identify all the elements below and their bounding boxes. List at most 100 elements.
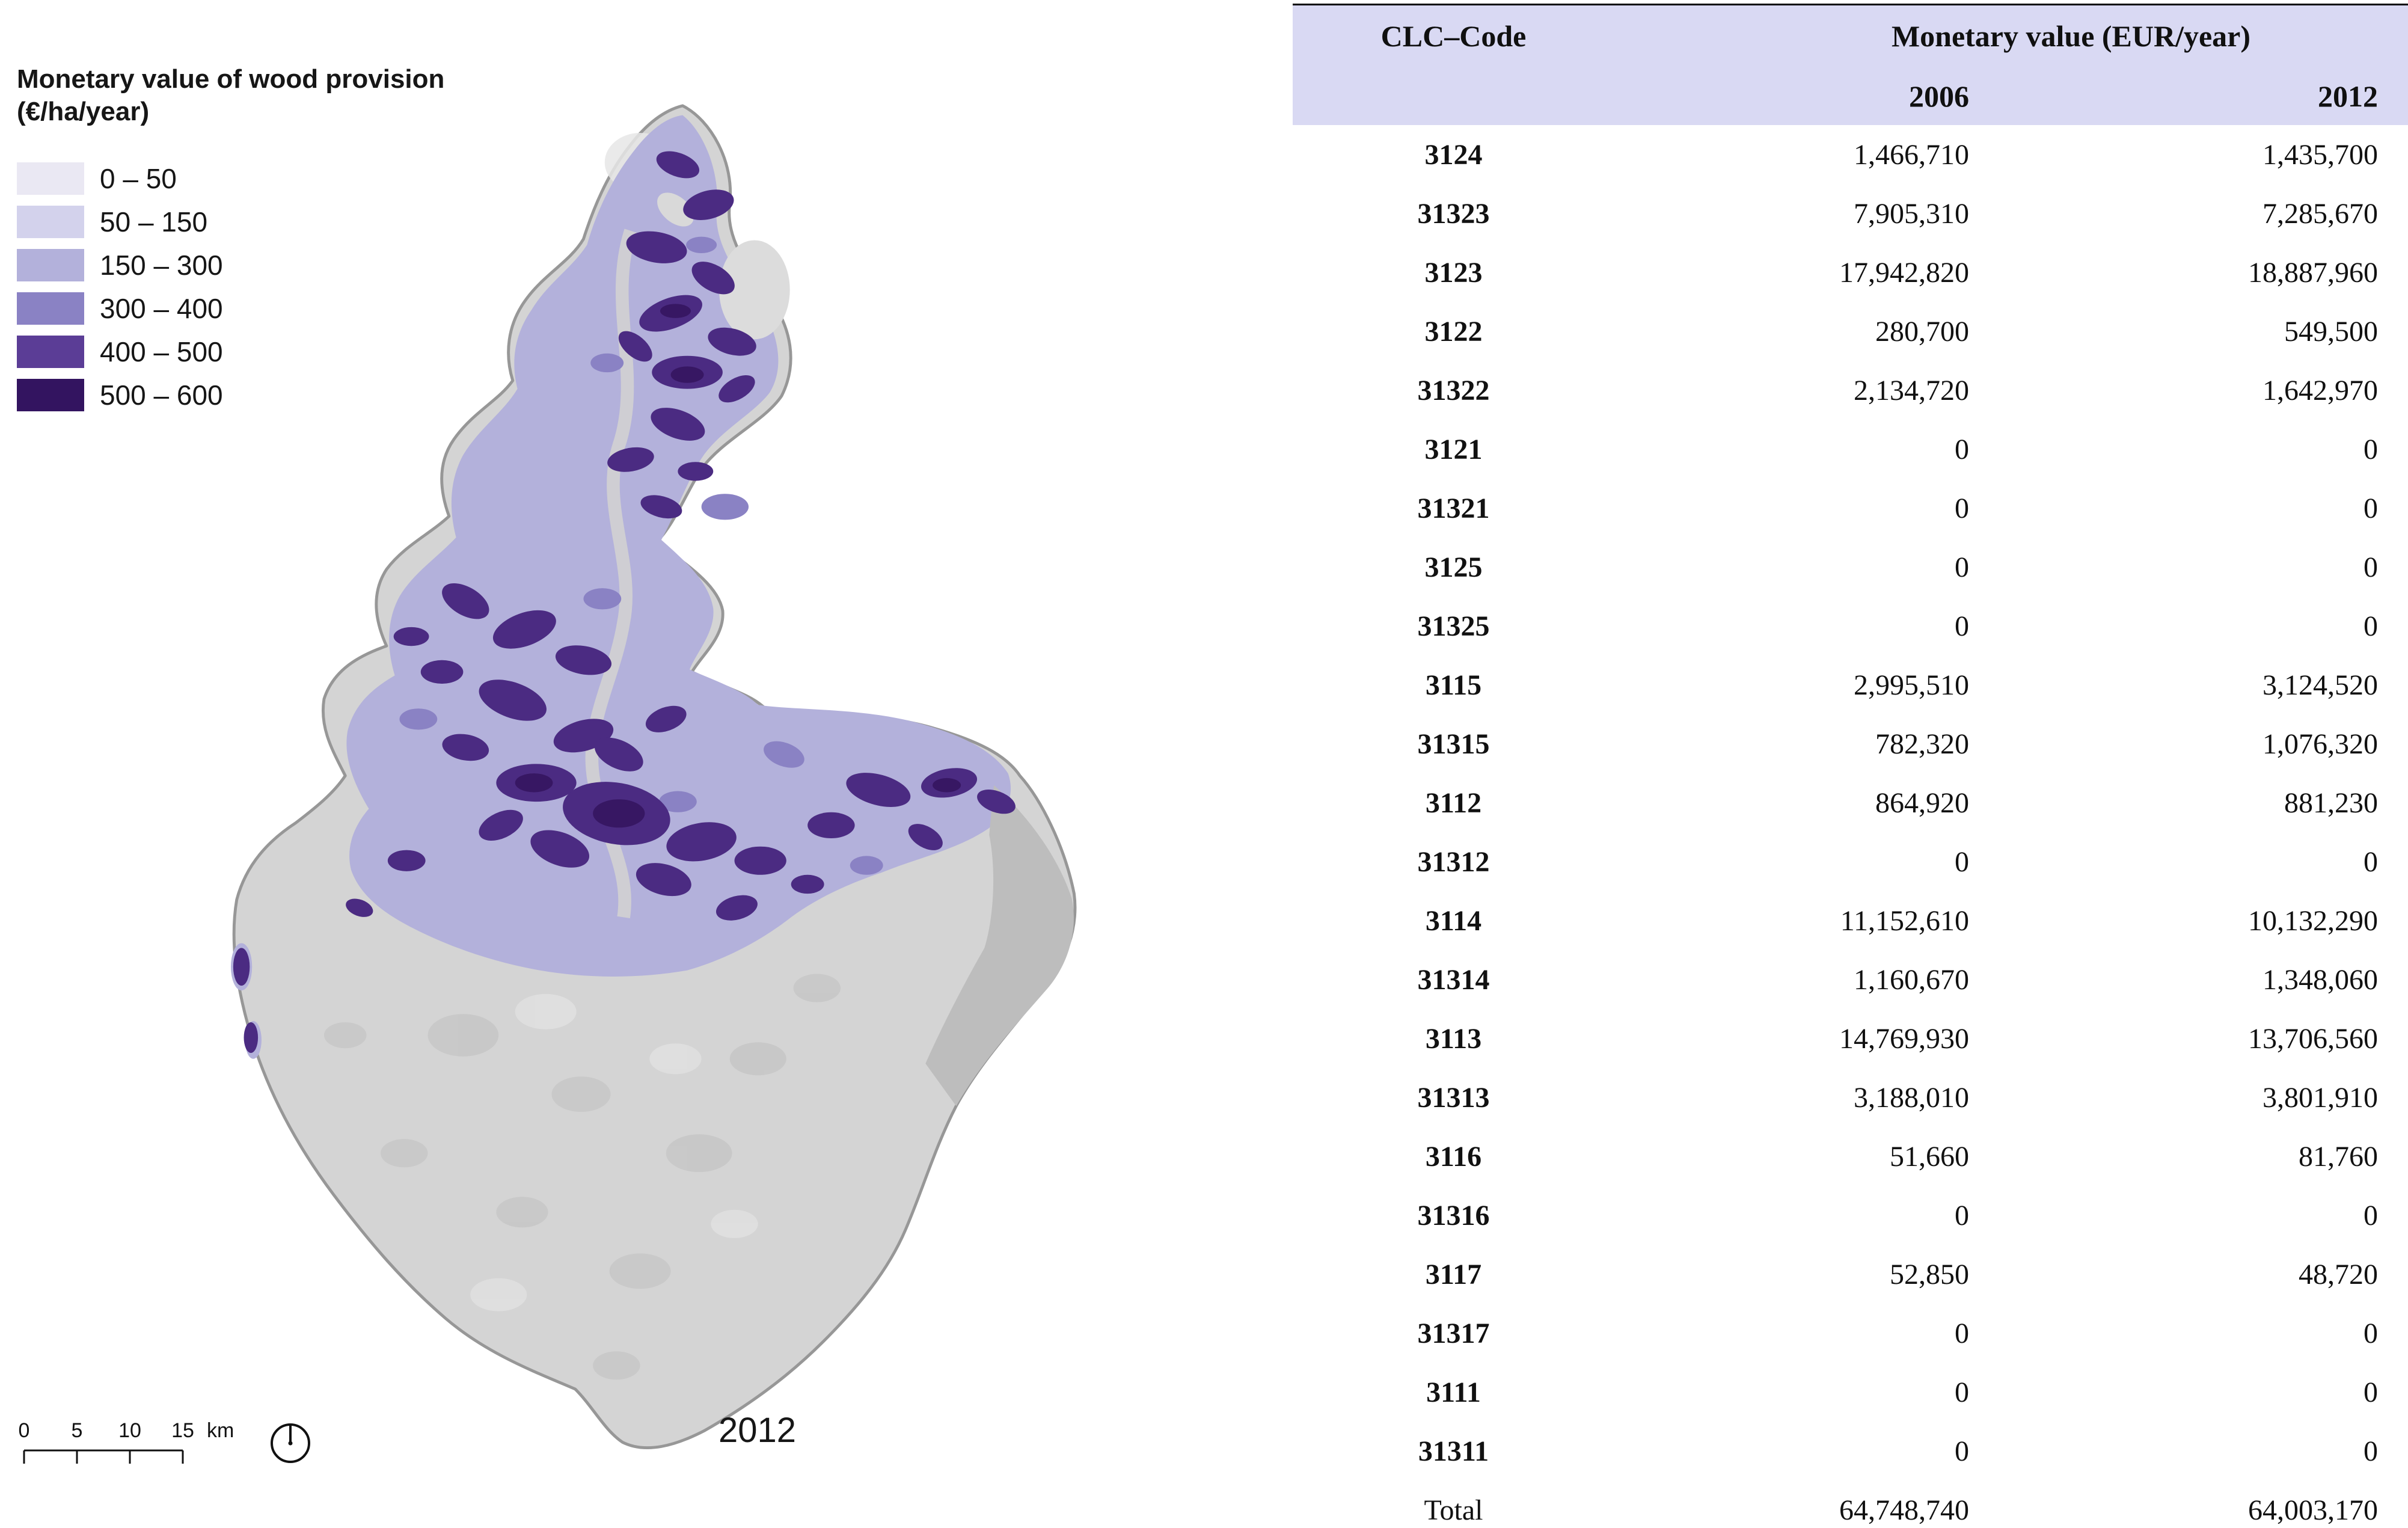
table-row: 31315 782,320 1,076,320 [1293,714,2408,773]
clc-code-cell: 31314 [1417,963,1490,996]
value-2006-cell: 3,188,010 [1854,1081,1969,1114]
clc-code-cell: 3113 [1425,1022,1482,1055]
forest-highest-value [515,304,961,828]
table-row: 3125 0 0 [1293,538,2408,597]
value-2012-cell: 0 [2364,551,2378,583]
clc-code-cell: 3111 [1426,1376,1481,1408]
forest-high-value [233,151,1016,1053]
map-legend: Monetary value of wood provision (€/ha/y… [17,63,444,412]
legend-range-label: 0 – 50 [100,163,177,195]
table-row: 3123 17,942,820 18,887,960 [1293,243,2408,302]
value-2012-cell: 1,435,700 [2262,138,2378,171]
legend-item: 400 – 500 [17,336,444,369]
table-row: 31314 1,160,670 1,348,060 [1293,950,2408,1009]
clc-code-cell: 31315 [1417,728,1490,760]
table-total-row: Total 64,748,740 64,003,170 [1293,1480,2408,1528]
legend-item: 300 – 400 [17,292,444,325]
table-row: 31321 0 0 [1293,479,2408,538]
scale-tick-0: 0 [19,1419,30,1442]
table-row: 3111 0 0 [1293,1363,2408,1422]
table-row: 3112 864,920 881,230 [1293,773,2408,832]
clc-code-cell: 3115 [1425,669,1482,701]
coastal-gray-plain [925,785,1074,1106]
table-row: 31317 0 0 [1293,1304,2408,1363]
value-2012-cell: 549,500 [2284,315,2378,348]
value-2006-cell: 14,769,930 [1839,1022,1969,1055]
table-row: 3115 2,995,510 3,124,520 [1293,655,2408,714]
scale-tick-5: 5 [72,1419,83,1442]
value-2006-cell: 51,660 [1890,1140,1969,1173]
value-2006-cell: 0 [1955,492,1969,524]
table-row: 3114 11,152,610 10,132,290 [1293,891,2408,950]
clc-code-cell: 3125 [1424,551,1483,583]
table-row: 31311 0 0 [1293,1422,2408,1480]
value-2012-cell: 0 [2364,1435,2378,1467]
value-2012-cell: 0 [2364,1317,2378,1349]
clc-code-cell: 31322 [1417,374,1490,407]
clc-code-cell: 31313 [1417,1081,1490,1114]
table-row: 3122 280,700 549,500 [1293,302,2408,361]
clc-code-cell: 3116 [1425,1140,1482,1173]
legend-color-swatch [17,206,84,239]
value-2006-cell: 1,160,670 [1854,963,1969,996]
value-2012-cell: 0 [2364,610,2378,642]
legend-title-line1: Monetary value of wood provision [17,64,445,94]
value-2012-cell: 0 [2364,1199,2378,1232]
value-2012-cell: 18,887,960 [2248,256,2378,289]
table-header: CLC–Code Monetary value (EUR/year) 2006 … [1293,4,2408,125]
value-2006-cell: 782,320 [1875,728,1969,760]
value-2012-cell: 48,720 [2299,1258,2378,1290]
table-row: 31322 2,134,720 1,642,970 [1293,361,2408,420]
north-indicator-icon [271,1423,310,1463]
monetary-value-table-panel: CLC–Code Monetary value (EUR/year) 2006 … [1293,0,2408,1528]
value-2006-cell: 0 [1955,433,1969,465]
table-row: 3113 14,769,930 13,706,560 [1293,1009,2408,1068]
table-row: 3117 52,850 48,720 [1293,1245,2408,1304]
clc-code-cell: 31312 [1417,845,1490,878]
value-2006-cell: 17,942,820 [1839,256,1969,289]
legend-range-label: 500 – 600 [100,379,223,411]
scale-tick-15: 15 [171,1419,194,1442]
scale-unit: km [207,1419,234,1442]
year-2006-header: 2006 [1614,67,1999,125]
value-2012-cell: 81,760 [2299,1140,2378,1173]
map-panel: Monetary value of wood provision (€/ha/y… [17,63,1077,1464]
legend-item: 0 – 50 [17,162,444,195]
value-2006-cell: 0 [1955,1376,1969,1408]
clc-code-cell: 3114 [1425,904,1482,937]
table-footer: Total 64,748,740 64,003,170 [1293,1480,2408,1528]
value-2012-cell: 1,076,320 [2262,728,2378,760]
value-2012-cell: 0 [2364,433,2378,465]
legend-range-label: 50 – 150 [100,206,208,238]
value-2006-cell: 11,152,610 [1840,904,1969,937]
value-2006-cell: 2,995,510 [1854,669,1969,701]
value-2012-cell: 0 [2364,845,2378,878]
map-year-label: 2012 [718,1411,797,1450]
forest-mid-value [399,236,883,875]
legend-range-label: 400 – 500 [100,336,223,368]
year-2012-header: 2012 [1999,67,2408,125]
value-2012-cell: 1,348,060 [2262,963,2378,996]
value-2006-cell: 1,466,710 [1854,138,1969,171]
table-row: 3121 0 0 [1293,420,2408,479]
legend-title: Monetary value of wood provision (€/ha/y… [17,63,444,127]
clc-code-cell: 31321 [1417,492,1490,524]
value-2012-cell: 7,285,670 [2262,197,2378,230]
value-2012-cell: 13,706,560 [2248,1022,2378,1055]
legend-item: 50 – 150 [17,206,444,239]
clc-code-cell: 31317 [1417,1317,1490,1349]
scale-bar: 0 5 10 15 km [19,1419,234,1464]
value-2006-cell: 864,920 [1875,787,1969,819]
legend-range-label: 300 – 400 [100,293,223,325]
value-2006-cell: 7,905,310 [1854,197,1969,230]
legend-title-line2: (€/ha/year) [17,96,150,126]
scale-tick-10: 10 [118,1419,141,1442]
value-2006-cell: 280,700 [1875,315,1969,348]
value-2012-cell: 0 [2364,492,2378,524]
table-row: 3124 1,466,710 1,435,700 [1293,125,2408,184]
table-row: 31325 0 0 [1293,597,2408,655]
clc-code-cell: 3121 [1424,433,1483,465]
clc-code-cell: 3124 [1424,138,1483,171]
value-2006-cell: 52,850 [1890,1258,1969,1290]
value-2006-cell: 0 [1955,1317,1969,1349]
